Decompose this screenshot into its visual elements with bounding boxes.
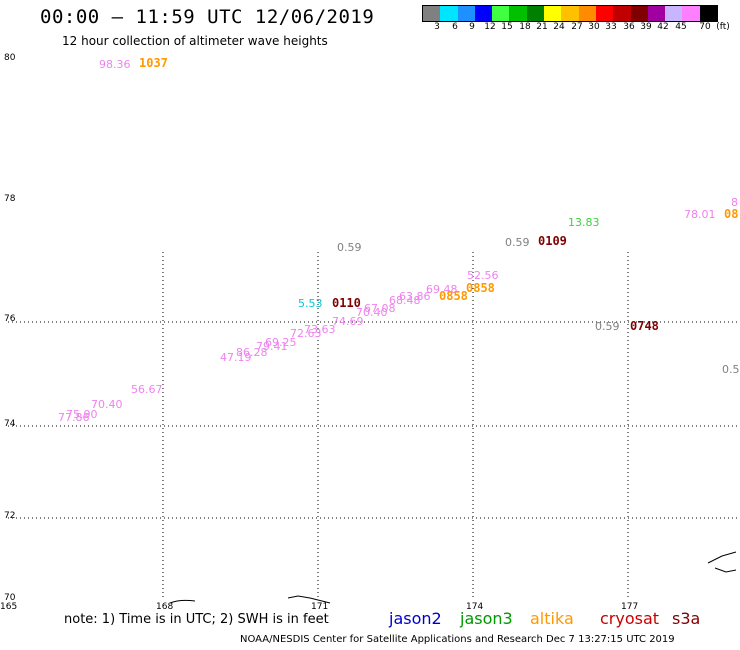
pass-time-label: 0109 xyxy=(538,234,567,248)
wave-height-label: 63.86 xyxy=(399,290,431,303)
latitude-label: 76 xyxy=(4,314,16,324)
latitude-label: 74 xyxy=(4,419,16,429)
satellite-name: cryosat xyxy=(600,609,660,628)
legend-swatch xyxy=(682,6,700,21)
map-grid xyxy=(8,252,738,598)
legend-swatch xyxy=(578,6,596,21)
wave-height-label: 0.5 xyxy=(722,363,740,376)
latitude-label: 72 xyxy=(4,511,16,521)
wave-height-label: 52.56 xyxy=(467,269,499,282)
wave-height-label: 69.48 xyxy=(426,283,458,296)
longitude-label: 174 xyxy=(466,602,484,612)
legend-swatch xyxy=(492,6,510,21)
wave-height-label: 77.86 xyxy=(58,411,90,424)
page-subtitle: 12 hour collection of altimeter wave hei… xyxy=(62,34,328,48)
legend-swatch xyxy=(630,6,648,21)
legend-swatch xyxy=(595,6,614,21)
pass-time-label: 1037 xyxy=(139,56,168,70)
satellite-name: jason3 xyxy=(460,609,513,628)
coastline xyxy=(169,551,737,604)
wave-height-label: 98.36 xyxy=(99,58,131,71)
pass-time-label: 0858 xyxy=(439,289,468,303)
legend-label: 33 xyxy=(605,22,617,32)
legend-label: 39 xyxy=(640,22,652,32)
legend-label: 3 xyxy=(434,22,440,32)
legend-swatch xyxy=(544,6,562,21)
wave-height-label: 70.40 xyxy=(91,398,123,411)
legend-label: 36 xyxy=(623,22,635,32)
wave-height-label: 86.28 xyxy=(236,346,268,359)
legend-label: 27 xyxy=(571,22,583,32)
wave-height-label: 74.69 xyxy=(332,315,364,328)
legend-label: 12 xyxy=(484,22,496,32)
wave-height-label: 78.01 xyxy=(684,208,716,221)
legend-swatch xyxy=(457,6,475,21)
satellite-name: s3a xyxy=(672,609,701,628)
legend-swatch xyxy=(509,6,527,21)
legend-swatch xyxy=(526,6,545,21)
pass-time-label: 0110 xyxy=(332,296,361,310)
latitude-label: 80 xyxy=(4,53,16,63)
color-legend-bar xyxy=(422,5,719,22)
wave-height-label: 47.19 xyxy=(220,351,252,364)
satellite-name: jason2 xyxy=(389,609,442,628)
legend-swatch xyxy=(474,6,493,21)
color-legend-labels: 3 6 9 12 15 18 21 24 27 30 33 36 39 42 45 70 (ft) xyxy=(422,22,734,34)
wave-height-label: 0.59 xyxy=(595,320,620,333)
legend-swatch xyxy=(613,6,631,21)
wave-height-label: 13.83 xyxy=(568,216,600,229)
legend-swatch xyxy=(561,6,579,21)
wave-height-label: 79.41 xyxy=(256,340,288,353)
longitude-label: 177 xyxy=(621,602,639,612)
wave-height-label: 75.90 xyxy=(66,408,98,421)
legend-label: 70 xyxy=(699,22,711,32)
latitude-label: 78 xyxy=(4,194,16,204)
wave-height-label: 67.08 xyxy=(364,302,396,315)
wave-height-label: 5.53 xyxy=(298,297,323,310)
legend-swatch xyxy=(699,6,718,21)
legend-label: 42 xyxy=(657,22,669,32)
footnote: note: 1) Time is in UTC; 2) SWH is in fe… xyxy=(64,612,329,627)
wave-height-label: 8 xyxy=(731,196,738,209)
legend-swatch xyxy=(423,6,441,21)
longitude-label: 168 xyxy=(156,602,174,612)
latitude-label: 70 xyxy=(4,593,16,603)
pass-time-label: 0748 xyxy=(630,319,659,333)
legend-label: 18 xyxy=(519,22,531,32)
pass-time-label: 08 xyxy=(724,207,739,221)
wave-height-label: 72.63 xyxy=(290,327,322,340)
page-title: 00:00 — 11:59 UTC 12/06/2019 xyxy=(40,6,375,28)
legend-label: 45 xyxy=(675,22,687,32)
legend-label: 6 xyxy=(452,22,458,32)
wave-height-label: 0.59 xyxy=(505,236,530,249)
credit-line: NOAA/NESDIS Center for Satellite Applica… xyxy=(240,634,675,645)
legend-label: (ft) xyxy=(716,22,730,32)
legend-label: 9 xyxy=(469,22,475,32)
wave-height-label: 69.25 xyxy=(265,336,297,349)
legend-label: 15 xyxy=(501,22,513,32)
legend-swatch xyxy=(440,6,458,21)
longitude-label: 171 xyxy=(311,602,329,612)
wave-height-label: 73.63 xyxy=(304,323,336,336)
legend-label: 21 xyxy=(536,22,548,32)
longitude-label: 165 xyxy=(0,602,18,612)
pass-time-label: 0858 xyxy=(466,281,495,295)
legend-label: 30 xyxy=(588,22,600,32)
wave-height-label: 56.67 xyxy=(131,383,163,396)
legend-swatch xyxy=(647,6,666,21)
wave-height-label: 70.40 xyxy=(356,306,388,319)
legend-swatch xyxy=(665,6,683,21)
legend-label: 24 xyxy=(553,22,565,32)
wave-height-label: 68.48 xyxy=(389,294,421,307)
wave-height-label: 0.59 xyxy=(337,241,362,254)
satellite-name: altika xyxy=(530,609,574,628)
